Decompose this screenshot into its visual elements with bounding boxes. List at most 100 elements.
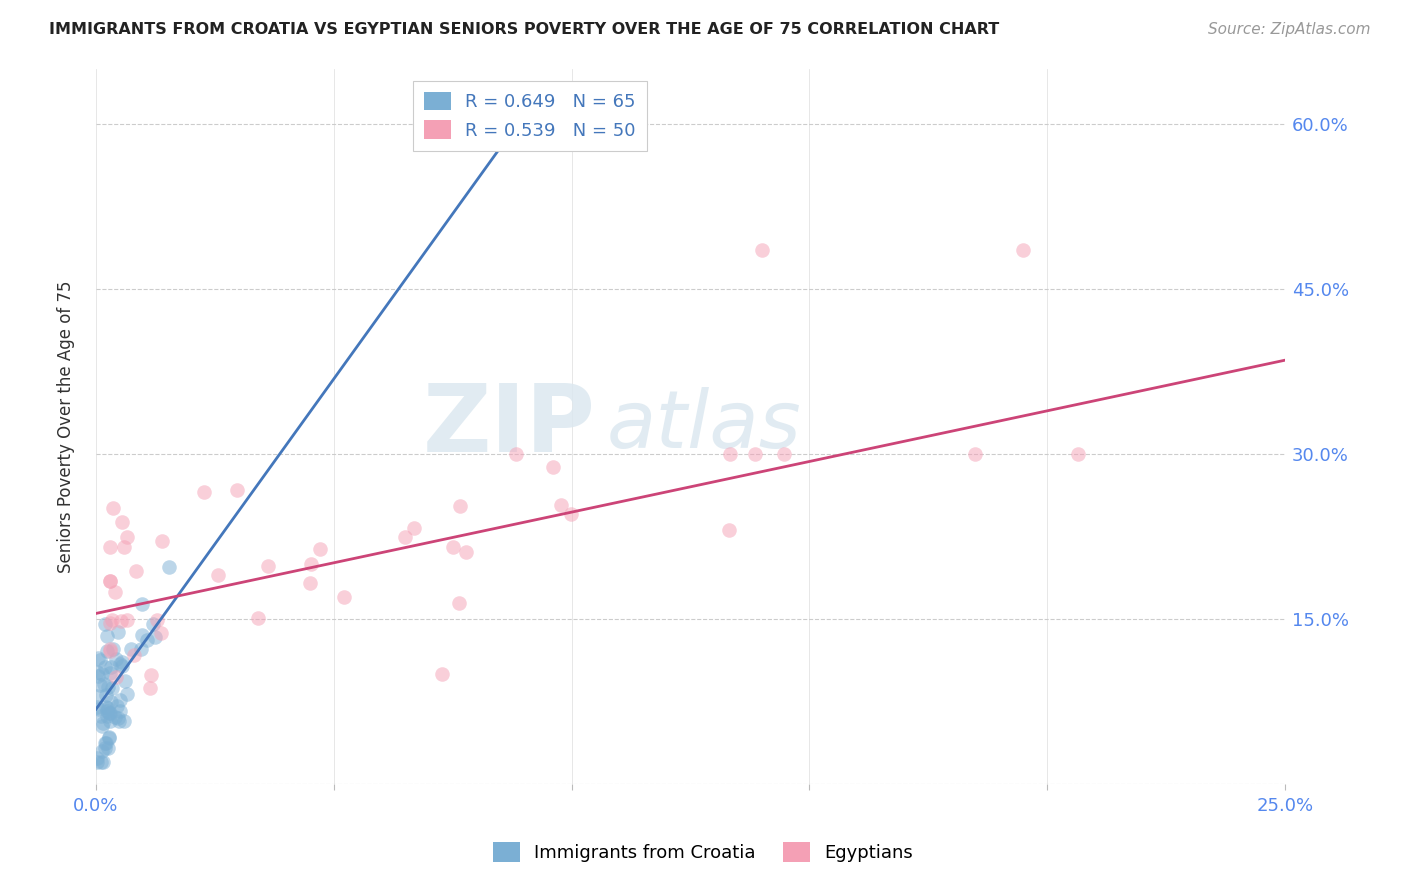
Point: [207, 568, 229, 582]
Point: [112, 714, 135, 728]
Point: [124, 648, 146, 662]
Point: [89, 677, 111, 691]
Point: [246, 611, 269, 625]
Point: [105, 652, 128, 666]
Point: [105, 699, 128, 714]
Point: [86, 651, 108, 665]
Point: [298, 576, 321, 591]
Point: [107, 624, 129, 639]
Point: [138, 681, 160, 695]
Point: [131, 597, 153, 611]
Point: [107, 714, 129, 728]
Point: [309, 541, 332, 556]
Point: [98, 730, 121, 744]
Point: [98, 574, 121, 588]
Point: [142, 617, 165, 632]
Point: [90, 709, 112, 723]
Point: [91, 755, 114, 769]
Point: [86, 689, 108, 703]
Point: [441, 540, 464, 554]
Point: [193, 485, 215, 500]
Point: [560, 507, 582, 521]
Point: [90, 755, 112, 769]
Point: [98, 706, 121, 720]
Point: [100, 660, 122, 674]
Point: [100, 694, 122, 708]
Point: [111, 515, 134, 529]
Point: [449, 500, 471, 514]
Point: [110, 704, 132, 718]
Point: [505, 447, 527, 461]
Point: [108, 692, 131, 706]
Point: [104, 585, 127, 599]
Point: [772, 447, 794, 461]
Point: [1012, 243, 1035, 257]
Point: [115, 688, 138, 702]
Point: [105, 670, 128, 684]
Point: [965, 447, 987, 461]
Point: [94, 616, 117, 631]
Point: [404, 521, 426, 535]
Point: [91, 716, 114, 731]
Point: [125, 564, 148, 578]
Point: [91, 719, 114, 733]
Point: [93, 660, 115, 674]
Point: [718, 523, 741, 537]
Point: [86, 700, 108, 714]
Point: [96, 699, 118, 714]
Point: [550, 498, 572, 512]
Text: ZIP: ZIP: [422, 380, 595, 472]
Point: [120, 642, 142, 657]
Point: [135, 633, 157, 648]
Point: [98, 644, 121, 658]
Point: [96, 688, 118, 702]
Point: [100, 613, 122, 627]
Point: [101, 501, 124, 516]
Point: [103, 641, 125, 656]
Point: [94, 741, 117, 756]
Point: [751, 243, 773, 257]
Point: [87, 701, 110, 715]
Point: [150, 533, 173, 548]
Point: [112, 541, 135, 555]
Point: [430, 667, 453, 681]
Point: [225, 483, 247, 497]
Point: [299, 557, 322, 571]
Point: [744, 447, 766, 461]
Point: [86, 665, 108, 680]
Point: [94, 736, 117, 750]
Point: [718, 447, 741, 461]
Point: [87, 669, 110, 683]
Point: [101, 681, 124, 695]
Point: [115, 530, 138, 544]
Point: [108, 657, 131, 671]
Point: [91, 667, 114, 681]
Y-axis label: Seniors Poverty Over the Age of 75: Seniors Poverty Over the Age of 75: [58, 280, 75, 573]
Point: [394, 530, 416, 544]
Point: [86, 751, 108, 765]
Point: [117, 613, 139, 627]
Point: [98, 615, 121, 630]
Point: [114, 673, 136, 688]
Point: [107, 710, 129, 724]
Point: [89, 652, 111, 666]
Point: [143, 630, 166, 644]
Point: [257, 558, 280, 573]
Point: [541, 460, 564, 475]
Text: atlas: atlas: [607, 387, 801, 466]
Point: [98, 666, 121, 681]
Point: [111, 658, 134, 673]
Point: [97, 740, 120, 755]
Point: [333, 590, 356, 604]
Point: [97, 701, 120, 715]
Point: [98, 642, 121, 657]
Point: [131, 628, 153, 642]
Point: [98, 574, 121, 589]
Point: [86, 755, 108, 769]
Legend: Immigrants from Croatia, Egyptians: Immigrants from Croatia, Egyptians: [485, 835, 921, 870]
Point: [454, 545, 477, 559]
Point: [96, 629, 118, 643]
Point: [96, 704, 118, 718]
Point: [94, 736, 117, 750]
Point: [96, 643, 118, 657]
